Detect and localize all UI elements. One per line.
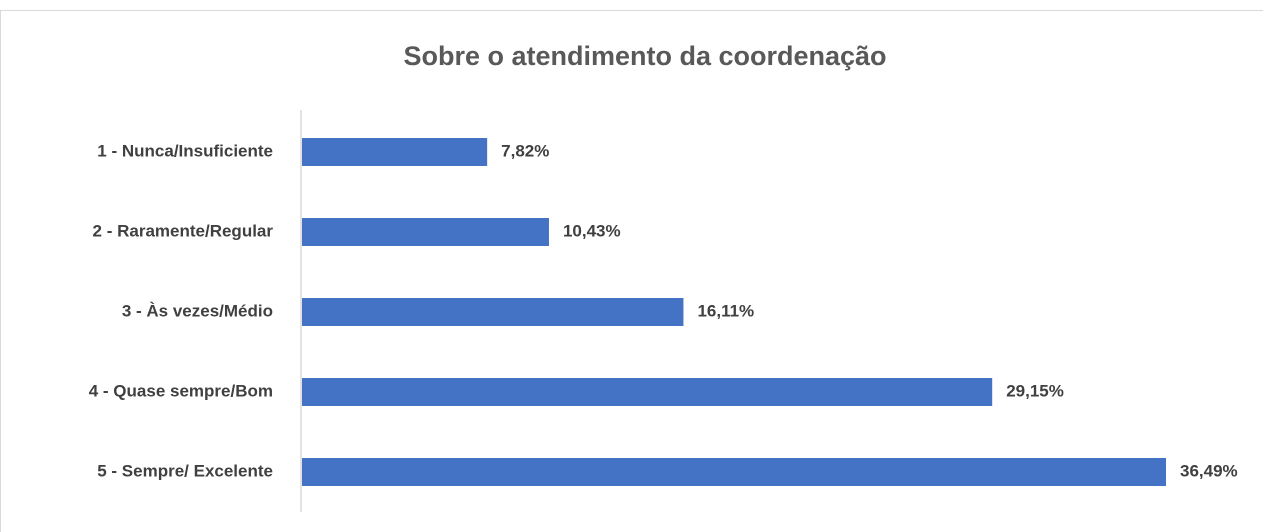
bar [302, 218, 549, 246]
bar [302, 458, 1166, 486]
chart-border [0, 10, 1263, 532]
category-label: 4 - Quase sempre/Bom [89, 381, 273, 400]
value-label: 16,11% [697, 301, 754, 320]
value-label: 29,15% [1006, 381, 1064, 400]
value-label: 10,43% [563, 221, 621, 240]
value-label: 7,82% [501, 141, 549, 160]
category-label: 5 - Sempre/ Excelente [97, 461, 273, 480]
category-label: 1 - Nunca/Insuficiente [97, 141, 273, 160]
bar [302, 138, 488, 166]
bar [302, 298, 684, 326]
category-label: 3 - Às vezes/Médio [122, 301, 273, 320]
category-label: 2 - Raramente/Regular [93, 221, 274, 240]
value-label: 36,49% [1180, 461, 1238, 480]
chart-title: Sobre o atendimento da coordenação [403, 41, 886, 71]
bar [302, 378, 993, 406]
